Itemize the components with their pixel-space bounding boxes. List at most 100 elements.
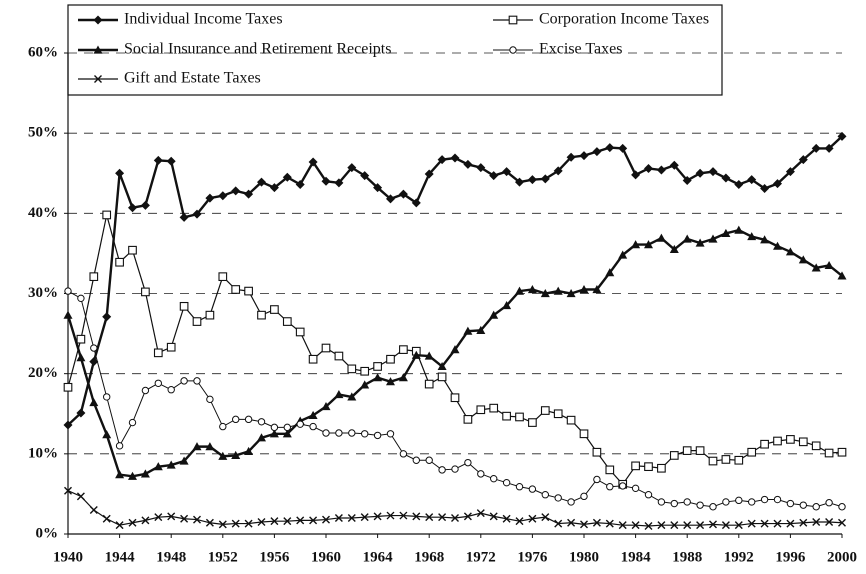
marker bbox=[192, 442, 202, 451]
marker bbox=[115, 442, 124, 450]
marker bbox=[502, 514, 511, 523]
marker bbox=[308, 410, 318, 419]
marker bbox=[373, 183, 383, 193]
marker bbox=[93, 45, 103, 54]
marker bbox=[527, 175, 537, 185]
marker bbox=[747, 232, 757, 241]
marker bbox=[579, 151, 589, 161]
marker bbox=[128, 418, 137, 427]
marker bbox=[825, 499, 833, 507]
x-tick-label: 1940 bbox=[53, 549, 83, 565]
x-tick-label: 1960 bbox=[311, 549, 341, 565]
marker bbox=[722, 498, 730, 506]
marker bbox=[244, 189, 254, 199]
marker bbox=[94, 75, 102, 83]
marker bbox=[515, 517, 524, 526]
marker bbox=[166, 342, 176, 352]
marker bbox=[270, 305, 279, 314]
series-line bbox=[67, 490, 843, 527]
marker bbox=[270, 423, 279, 432]
marker bbox=[63, 310, 73, 319]
marker bbox=[463, 512, 472, 521]
marker bbox=[347, 513, 356, 522]
marker bbox=[411, 350, 421, 359]
marker bbox=[656, 165, 666, 175]
marker bbox=[786, 499, 795, 508]
marker bbox=[463, 415, 473, 424]
marker bbox=[360, 171, 370, 181]
marker bbox=[773, 436, 782, 446]
marker bbox=[567, 498, 575, 506]
legend-label: Individual Income Taxes bbox=[124, 11, 283, 28]
marker bbox=[554, 519, 563, 528]
marker bbox=[76, 492, 85, 501]
marker bbox=[773, 241, 782, 250]
marker bbox=[128, 245, 137, 255]
marker bbox=[205, 442, 215, 451]
marker bbox=[373, 362, 382, 371]
marker bbox=[799, 501, 807, 509]
marker bbox=[527, 284, 537, 294]
marker bbox=[540, 174, 550, 184]
marker bbox=[605, 465, 615, 475]
marker bbox=[669, 244, 679, 254]
x-tick-label: 2000 bbox=[827, 549, 857, 565]
marker bbox=[618, 143, 628, 153]
marker bbox=[489, 171, 499, 181]
marker bbox=[360, 513, 369, 522]
marker bbox=[348, 429, 356, 437]
marker bbox=[412, 512, 421, 521]
marker bbox=[631, 461, 640, 471]
marker bbox=[76, 334, 86, 344]
marker bbox=[309, 422, 317, 431]
marker bbox=[489, 310, 499, 319]
marker bbox=[64, 287, 72, 295]
marker bbox=[656, 233, 666, 242]
marker bbox=[386, 377, 395, 386]
marker bbox=[618, 250, 628, 259]
marker bbox=[361, 430, 369, 438]
marker bbox=[579, 284, 589, 294]
marker bbox=[167, 512, 176, 521]
x-tick-label: 1952 bbox=[208, 549, 238, 565]
marker bbox=[540, 406, 550, 415]
marker bbox=[103, 393, 111, 401]
marker bbox=[489, 512, 498, 521]
marker bbox=[257, 517, 266, 526]
marker bbox=[682, 175, 692, 185]
marker bbox=[696, 501, 704, 509]
marker bbox=[670, 521, 679, 530]
marker bbox=[657, 521, 666, 530]
marker bbox=[334, 390, 344, 399]
marker bbox=[837, 271, 847, 280]
marker bbox=[605, 143, 615, 153]
marker bbox=[683, 498, 691, 506]
marker bbox=[515, 412, 524, 422]
marker bbox=[89, 272, 99, 282]
y-tick-label: 10% bbox=[28, 445, 58, 461]
marker bbox=[334, 351, 344, 361]
marker bbox=[270, 517, 279, 526]
marker bbox=[644, 163, 653, 173]
x-tick-label: 1996 bbox=[775, 549, 806, 565]
marker bbox=[798, 255, 808, 264]
marker bbox=[231, 519, 240, 528]
marker bbox=[669, 451, 679, 460]
marker bbox=[450, 393, 460, 403]
marker bbox=[580, 520, 588, 529]
marker bbox=[76, 353, 86, 362]
marker bbox=[89, 357, 99, 367]
marker bbox=[773, 519, 782, 528]
marker bbox=[760, 519, 769, 528]
marker bbox=[102, 514, 111, 523]
marker bbox=[193, 377, 201, 385]
marker bbox=[708, 456, 718, 466]
marker bbox=[540, 289, 550, 298]
marker bbox=[179, 456, 189, 465]
marker bbox=[566, 415, 576, 425]
marker bbox=[760, 235, 770, 244]
marker bbox=[812, 517, 821, 526]
marker bbox=[669, 160, 679, 170]
marker bbox=[244, 286, 253, 296]
